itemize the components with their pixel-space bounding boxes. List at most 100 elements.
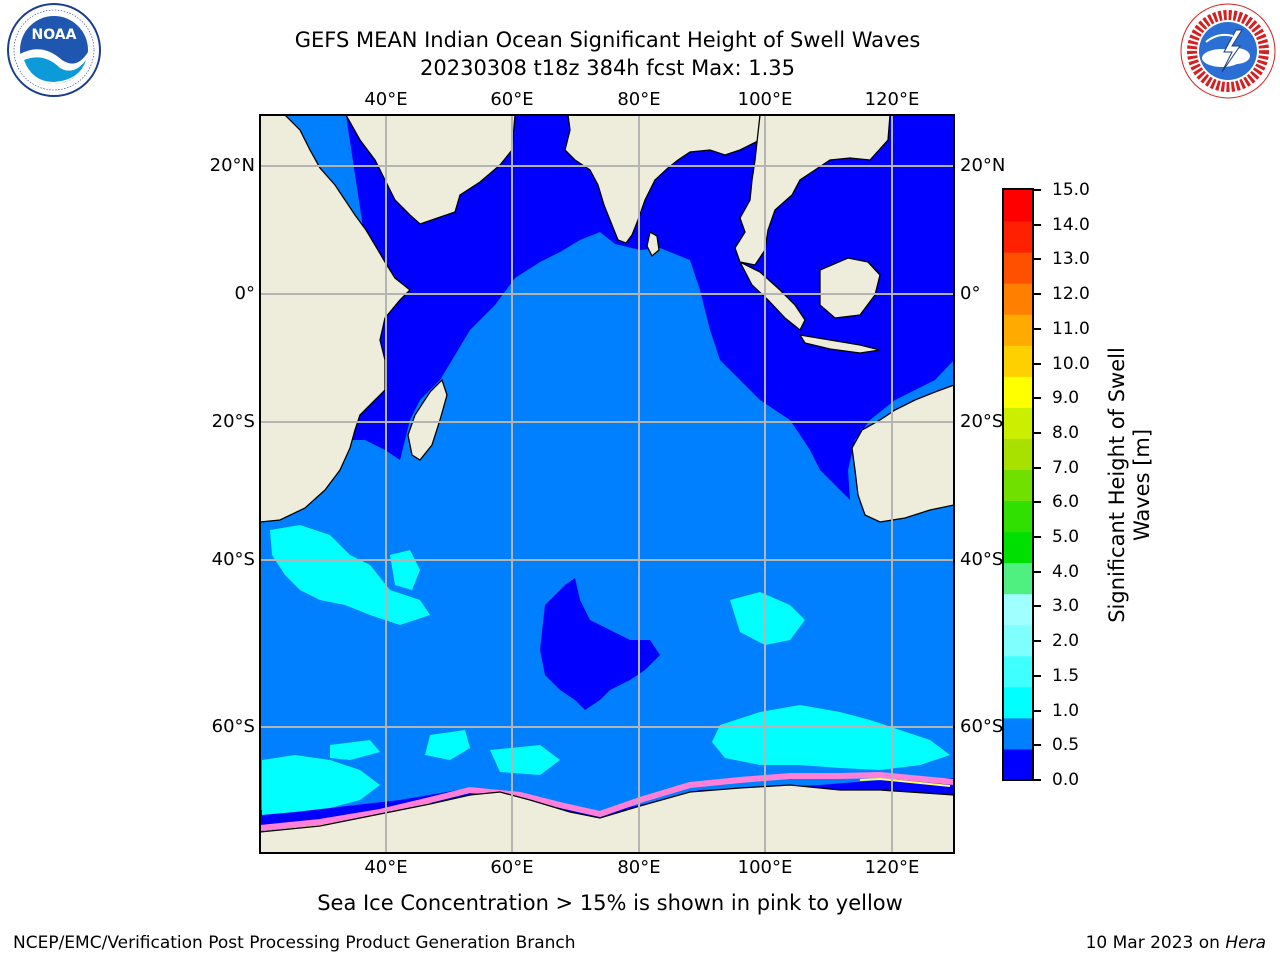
colorbar-tick-label: 14.0 <box>1052 214 1090 235</box>
lon-tick-top: 100°E <box>737 89 793 110</box>
colorbar-tick-label: 1.5 <box>1052 665 1080 686</box>
colorbar-tick-label: 9.0 <box>1052 388 1080 409</box>
graticule <box>260 115 954 853</box>
colorbar-bin <box>1003 655 1033 688</box>
chart-title-line2: 20230308 t18z 384h fcst Max: 1.35 <box>420 56 795 80</box>
colorbar-tick-label: 8.0 <box>1052 422 1080 443</box>
footer-date-text: 10 Mar 2023 on <box>1085 933 1226 953</box>
lat-tick-left: 60°S <box>211 716 255 737</box>
colorbar-tick-mark <box>1033 258 1041 261</box>
chart-title-line1: GEFS MEAN Indian Ocean Significant Heigh… <box>294 28 921 52</box>
lon-tick-top: 120°E <box>864 89 920 110</box>
land-masses <box>260 115 954 853</box>
lat-tick-right: 60°S <box>960 716 1004 737</box>
colorbar-tick-label: 1.0 <box>1052 700 1080 721</box>
colorbar-bin <box>1003 221 1033 253</box>
colorbar-bin <box>1003 438 1033 470</box>
colorbar-tick-label: 11.0 <box>1052 318 1090 339</box>
lon-tick-bottom: 60°E <box>490 857 534 878</box>
colorbar-bin <box>1003 531 1033 564</box>
colorbar-bin <box>1003 252 1033 284</box>
noaa-logo: NOAA <box>7 3 101 97</box>
colorbar-bin <box>1003 376 1033 408</box>
sea-ice-fringe <box>260 771 954 831</box>
colorbar-tick-mark <box>1033 674 1041 677</box>
footer-host: Hera <box>1225 933 1266 953</box>
land-antarctica <box>260 784 954 853</box>
lon-tick-bottom: 40°E <box>364 857 408 878</box>
colorbar-tick-label: 5.0 <box>1052 527 1080 548</box>
land-sumatra <box>738 260 806 332</box>
colorbar-tick-mark <box>1033 293 1041 296</box>
lon-tick-bottom: 120°E <box>864 857 920 878</box>
lat-tick-left: 20°N <box>209 155 255 176</box>
colorbar-tick-mark <box>1033 189 1041 191</box>
lat-tick-left: 20°S <box>211 411 255 432</box>
colorbar-tick-mark <box>1033 640 1041 643</box>
lat-tick-right: 0° <box>960 283 981 304</box>
colorbar-bin <box>1003 345 1033 377</box>
colorbar-tick-mark <box>1033 744 1041 747</box>
land-madagascar <box>407 378 448 461</box>
colorbar-bin <box>1003 717 1033 750</box>
colorbar-bin <box>1003 190 1033 222</box>
lon-tick-bottom: 80°E <box>617 857 661 878</box>
colorbar-tick-mark <box>1033 431 1041 434</box>
colorbar-tick-mark <box>1033 536 1041 539</box>
colorbar-label-line2: Waves [m] <box>1130 428 1154 542</box>
land-java <box>798 334 881 354</box>
colorbar <box>1002 188 1034 781</box>
lon-tick-bottom: 100°E <box>737 857 793 878</box>
low-swell-region-arabian-sea-bay-of-bengal <box>330 115 954 500</box>
colorbar-bin <box>1003 469 1033 502</box>
colorbar-tick-label: 10.0 <box>1052 353 1090 374</box>
lon-tick-top: 40°E <box>364 89 408 110</box>
colorbar-tick-mark <box>1033 362 1041 365</box>
moderate-swell-patches <box>262 525 950 815</box>
colorbar-tick-label: 2.0 <box>1052 631 1080 652</box>
colorbar-tick-mark <box>1033 223 1041 226</box>
noaa-logo-text: NOAA <box>32 27 77 43</box>
colorbar-tick-label: 13.0 <box>1052 249 1090 270</box>
colorbar-tick-mark <box>1033 779 1041 781</box>
colorbar-bin <box>1003 748 1033 781</box>
colorbar-bin <box>1003 314 1033 346</box>
colorbar-bin <box>1003 500 1033 533</box>
land-africa-arabia <box>260 115 516 523</box>
lon-tick-top: 80°E <box>617 89 661 110</box>
colorbar-bin <box>1003 624 1033 657</box>
colorbar-tick-label: 6.0 <box>1052 492 1080 513</box>
lat-tick-right: 20°S <box>960 411 1004 432</box>
lon-tick-top: 60°E <box>490 89 534 110</box>
sea-ice-caption: Sea Ice Concentration > 15% is shown in … <box>317 891 903 915</box>
colorbar-tick-mark <box>1033 709 1041 712</box>
map-canvas <box>260 115 954 853</box>
colorbar-tick-mark <box>1033 397 1041 400</box>
colorbar-tick-label: 3.0 <box>1052 596 1080 617</box>
colorbar-bin <box>1003 283 1033 315</box>
land-australia <box>851 384 954 523</box>
lat-tick-right: 20°N <box>960 155 1006 176</box>
nws-logo <box>1180 3 1276 99</box>
colorbar-bin <box>1003 686 1033 719</box>
colorbar-tick-label: 0.0 <box>1052 770 1080 790</box>
colorbar-tick-mark <box>1033 466 1041 469</box>
colorbar-tick-label: 0.5 <box>1052 735 1080 756</box>
colorbar-tick-label: 4.0 <box>1052 561 1080 582</box>
colorbar-bin <box>1003 562 1033 595</box>
colorbar-bin <box>1003 407 1033 439</box>
colorbar-tick-label: 12.0 <box>1052 284 1090 305</box>
lat-tick-left: 0° <box>234 283 255 304</box>
colorbar-tick-mark <box>1033 605 1041 608</box>
colorbar-bin <box>1003 593 1033 626</box>
colorbar-frame <box>1002 188 1034 781</box>
land-southeast-asia <box>734 115 891 266</box>
colorbar-tick-mark <box>1033 327 1041 330</box>
lat-tick-right: 40°S <box>960 549 1004 570</box>
colorbar-tick-label: 7.0 <box>1052 457 1080 478</box>
land-sri-lanka <box>646 230 660 258</box>
colorbar-label-line1: Significant Height of Swell <box>1105 347 1129 623</box>
footer-branch: NCEP/EMC/Verification Post Processing Pr… <box>13 933 576 953</box>
colorbar-tick-mark <box>1033 570 1041 573</box>
